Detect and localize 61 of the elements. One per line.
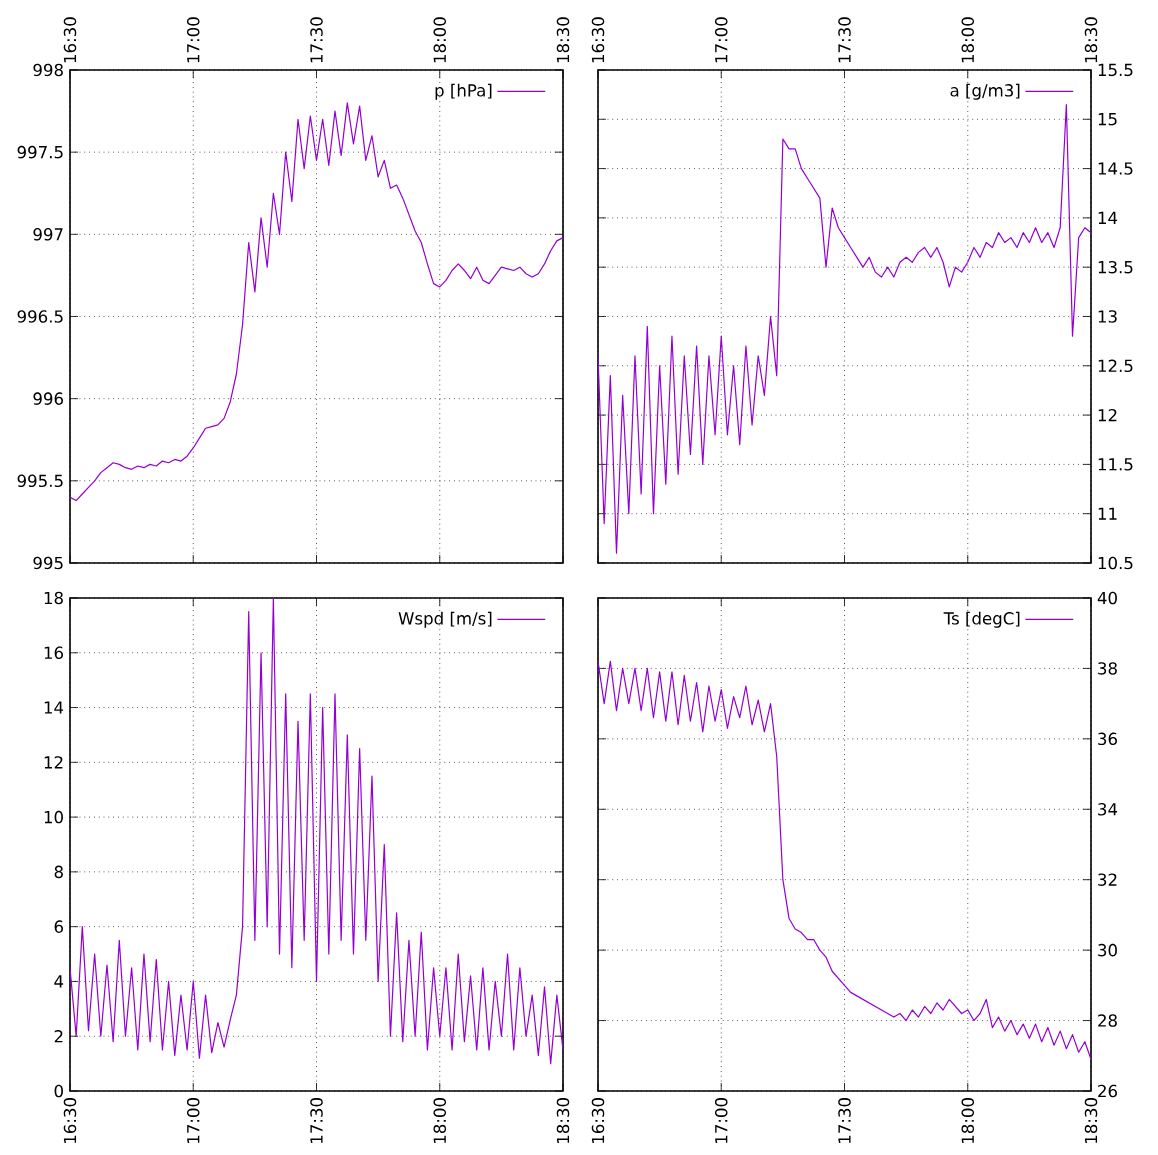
x-tick-label: 18:30 [1084, 1098, 1098, 1143]
x-tick-label: 18:30 [556, 1098, 570, 1143]
y-tick-label: 997.5 [17, 145, 63, 159]
y-tick-label: 12.5 [1098, 359, 1133, 373]
x-tick-label: 16:30 [63, 17, 77, 63]
x-tick-label: 17:30 [838, 1098, 851, 1143]
y-tick-label: 30 [1098, 943, 1117, 957]
y-tick-label: 32 [1098, 873, 1117, 886]
y-tick-label: 12 [1098, 408, 1117, 422]
x-tick-label: 16:30 [591, 17, 605, 63]
y-tick-label: 995 [33, 556, 63, 570]
x-tick-label: 18:30 [556, 17, 570, 63]
y-tick-label: 13.5 [1098, 260, 1133, 274]
y-tick-label: 995.5 [17, 474, 63, 488]
x-tick-label: 17:00 [186, 1098, 200, 1143]
y-tick-label: 997 [33, 228, 63, 241]
y-tick-label: 11.5 [1098, 458, 1133, 471]
x-tick-label: 17:00 [714, 1098, 728, 1143]
line-series [70, 597, 563, 1065]
y-tick-label: 36 [1098, 732, 1117, 746]
y-tick-label: 10 [44, 810, 63, 824]
y-tick-label: 16 [44, 646, 64, 660]
x-tick-label: 16:30 [63, 1098, 77, 1143]
legend-label: Wspd [m/s] [398, 611, 492, 628]
x-tick-label: 18:00 [961, 1098, 975, 1143]
x-tick-label: 18:00 [433, 17, 447, 63]
y-tick-label: 11 [1098, 507, 1117, 520]
y-tick-label: 14.5 [1098, 162, 1133, 175]
y-tick-label: 14 [44, 701, 64, 714]
y-tick-label: 13 [1098, 310, 1117, 323]
y-tick-label: 996.5 [17, 310, 63, 323]
y-tick-label: 2 [54, 1030, 63, 1043]
x-tick-label: 17:30 [838, 17, 851, 63]
x-tick-label: 18:00 [961, 17, 975, 63]
legend-label: a [g/m3] [950, 83, 1020, 100]
y-tick-label: 15.5 [1098, 63, 1133, 77]
legend-label: Ts [degC] [943, 611, 1020, 628]
y-tick-label: 8 [54, 865, 63, 879]
x-tick-label: 18:30 [1084, 17, 1098, 63]
y-tick-label: 18 [44, 591, 63, 605]
y-tick-label: 0 [54, 1084, 63, 1098]
y-tick-label: 34 [1098, 802, 1118, 816]
y-tick-label: 12 [44, 756, 63, 769]
x-tick-label: 17:00 [714, 17, 728, 63]
y-tick-label: 6 [54, 920, 64, 933]
y-tick-label: 28 [1098, 1014, 1117, 1027]
x-tick-label: 17:30 [310, 1098, 323, 1143]
y-tick-label: 4 [54, 975, 64, 988]
y-tick-label: 998 [33, 63, 63, 77]
y-tick-label: 38 [1098, 662, 1117, 675]
x-tick-label: 16:30 [591, 1098, 605, 1143]
x-tick-label: 17:00 [186, 17, 200, 63]
y-tick-label: 14 [1098, 211, 1118, 224]
y-tick-label: 15 [1098, 113, 1117, 126]
y-tick-label: 26 [1098, 1084, 1117, 1098]
y-tick-label: 10.5 [1098, 556, 1133, 570]
x-tick-label: 18:00 [433, 1098, 447, 1143]
legend-label: p [hPa] [435, 83, 492, 100]
x-tick-label: 17:30 [310, 17, 323, 63]
y-tick-label: 40 [1097, 591, 1117, 605]
y-tick-label: 996 [33, 392, 64, 405]
